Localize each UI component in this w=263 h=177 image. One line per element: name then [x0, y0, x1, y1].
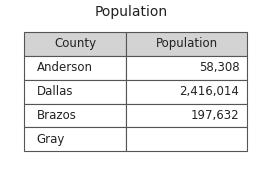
Text: Population: Population — [95, 5, 168, 19]
Bar — [24, 56, 126, 80]
Text: County: County — [54, 37, 96, 50]
Bar — [126, 80, 247, 104]
Bar — [126, 127, 247, 151]
Text: 2,416,014: 2,416,014 — [179, 85, 239, 98]
Bar — [24, 32, 126, 56]
Text: Dallas: Dallas — [37, 85, 73, 98]
Bar — [24, 80, 126, 104]
Bar — [126, 32, 247, 56]
Text: 58,308: 58,308 — [199, 61, 239, 74]
Text: Population: Population — [156, 37, 218, 50]
Text: Brazos: Brazos — [37, 109, 77, 122]
Text: Anderson: Anderson — [37, 61, 93, 74]
Bar — [126, 56, 247, 80]
Bar — [126, 104, 247, 127]
Bar — [24, 104, 126, 127]
Text: Gray: Gray — [37, 133, 65, 146]
Text: 197,632: 197,632 — [191, 109, 239, 122]
Bar — [24, 127, 126, 151]
